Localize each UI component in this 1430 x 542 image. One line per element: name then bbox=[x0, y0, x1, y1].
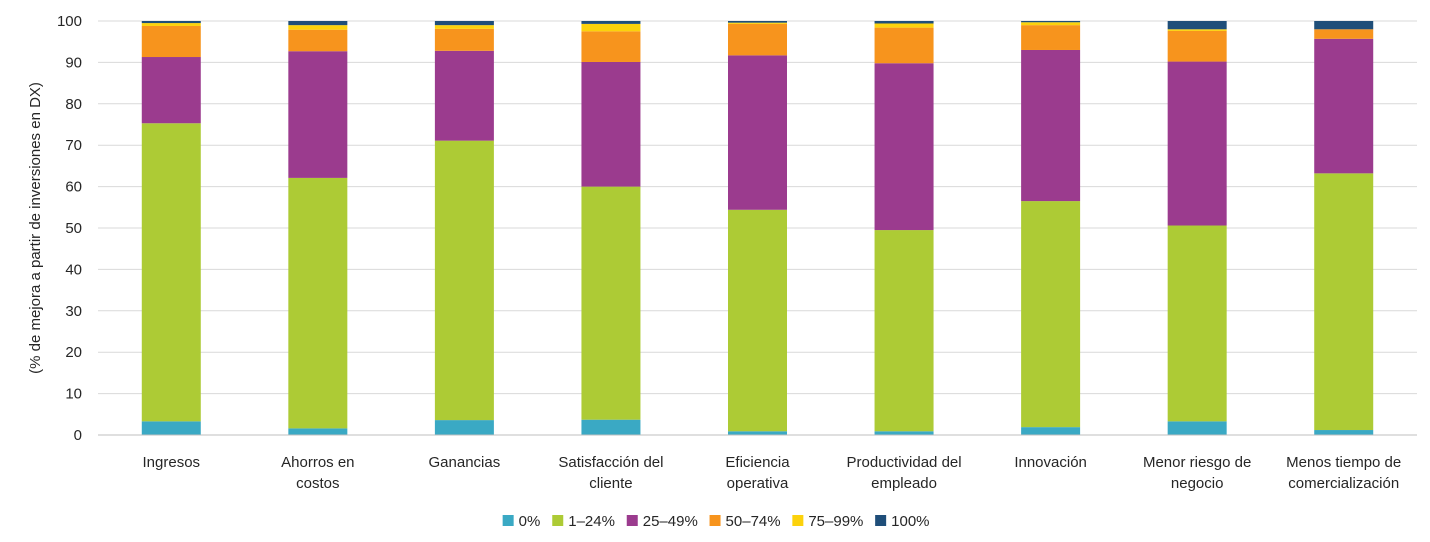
y-axis-label: (% de mejora a partir de inversiones en … bbox=[27, 82, 44, 374]
bar-segment-6 bbox=[1021, 21, 1081, 23]
bar-segment-2 bbox=[728, 209, 787, 432]
bar-segment-5 bbox=[874, 23, 934, 28]
bar-segment-3 bbox=[581, 61, 641, 187]
bar-segment-5 bbox=[288, 25, 348, 30]
x-category-label: cliente bbox=[589, 475, 632, 492]
x-category-label: operativa bbox=[727, 475, 789, 492]
bar-segment-4 bbox=[1021, 25, 1081, 50]
bar-segment-3 bbox=[728, 55, 787, 210]
x-category-label: negocio bbox=[1171, 475, 1224, 492]
bar-segment-6 bbox=[141, 21, 201, 24]
y-tick-label: 90 bbox=[65, 54, 82, 71]
bar-segment-4 bbox=[141, 25, 201, 58]
bar-segment-3 bbox=[1021, 49, 1081, 202]
legend-swatch bbox=[875, 515, 887, 526]
bar-segment-5 bbox=[434, 25, 494, 29]
bar-segment-3 bbox=[1314, 38, 1374, 174]
bar-segment-5 bbox=[581, 23, 641, 32]
legend-swatch bbox=[502, 515, 514, 526]
bar-segment-6 bbox=[874, 21, 934, 24]
legend-swatch bbox=[709, 515, 721, 526]
bar-segment-6 bbox=[728, 21, 787, 23]
legend-swatch bbox=[552, 515, 564, 526]
bar-segment-6 bbox=[581, 21, 641, 24]
y-tick-label: 0 bbox=[74, 427, 82, 444]
bar-segment-6 bbox=[1167, 21, 1227, 30]
bar-segment-2 bbox=[434, 140, 494, 421]
bar-segment-2 bbox=[1314, 173, 1374, 431]
y-tick-label: 40 bbox=[65, 261, 82, 278]
bar-segment-2 bbox=[1167, 225, 1227, 422]
bar-segment-3 bbox=[434, 50, 494, 141]
bar-segment-2 bbox=[141, 123, 201, 422]
bar-segment-6 bbox=[288, 21, 348, 26]
x-category-label: Menos tiempo de bbox=[1286, 454, 1401, 471]
y-tick-label: 100 bbox=[57, 13, 82, 30]
x-category-label: Ingresos bbox=[143, 454, 201, 471]
y-tick-label: 60 bbox=[65, 179, 82, 196]
legend-swatch bbox=[792, 515, 804, 526]
legend-label: 0% bbox=[519, 513, 541, 530]
bar-segment-4 bbox=[874, 27, 934, 64]
x-category-label: Ganancias bbox=[429, 454, 501, 471]
x-category-label: empleado bbox=[871, 475, 937, 492]
bar-segment-5 bbox=[1021, 22, 1081, 26]
y-tick-label: 20 bbox=[65, 344, 82, 361]
bar-segment-4 bbox=[581, 31, 641, 62]
legend-label: 1–24% bbox=[568, 513, 615, 530]
x-category-label: Innovación bbox=[1014, 454, 1087, 471]
bar-segment-4 bbox=[1314, 29, 1374, 39]
bar-segment-4 bbox=[288, 29, 348, 52]
y-tick-label: 30 bbox=[65, 303, 82, 320]
y-tick-label: 70 bbox=[65, 137, 82, 154]
bar-segment-2 bbox=[581, 186, 641, 420]
bar-segment-3 bbox=[874, 63, 934, 231]
bar-segment-1 bbox=[1314, 430, 1374, 435]
bar-segment-6 bbox=[434, 21, 494, 26]
legend-label: 25–49% bbox=[643, 513, 698, 530]
bar-segment-1 bbox=[874, 431, 934, 435]
x-category-label: Menor riesgo de bbox=[1143, 454, 1251, 471]
bar-segment-3 bbox=[1167, 61, 1227, 226]
bar-segment-4 bbox=[1167, 30, 1227, 62]
bar-segment-1 bbox=[581, 419, 641, 435]
x-category-label: Satisfacción del bbox=[558, 454, 663, 471]
bar-segment-4 bbox=[434, 28, 494, 51]
bar-segment-5 bbox=[1167, 29, 1227, 31]
x-category-label: comercialización bbox=[1288, 475, 1399, 492]
bar-segment-1 bbox=[728, 431, 787, 435]
x-category-label: Ahorros en bbox=[281, 454, 354, 471]
y-tick-label: 50 bbox=[65, 220, 82, 237]
legend-swatch bbox=[626, 515, 638, 526]
bar-segment-1 bbox=[141, 421, 201, 435]
bar-segment-3 bbox=[141, 57, 201, 124]
bar-segment-1 bbox=[288, 428, 348, 435]
bar-segment-1 bbox=[434, 420, 494, 435]
legend-label: 75–99% bbox=[808, 513, 863, 530]
y-tick-label: 10 bbox=[65, 386, 82, 403]
x-category-label: costos bbox=[296, 475, 339, 492]
legend-label: 50–74% bbox=[726, 513, 781, 530]
bar-segment-2 bbox=[1021, 201, 1081, 428]
bar-segment-3 bbox=[288, 51, 348, 178]
bar-segment-5 bbox=[728, 22, 787, 24]
bar-segment-2 bbox=[874, 230, 934, 432]
bar-segment-2 bbox=[288, 177, 348, 429]
y-tick-label: 80 bbox=[65, 96, 82, 113]
legend-label: 100% bbox=[891, 513, 929, 530]
bar-segment-1 bbox=[1021, 427, 1081, 435]
bar-segment-5 bbox=[141, 23, 201, 26]
bar-segment-1 bbox=[1167, 421, 1227, 435]
bar-segment-6 bbox=[1314, 21, 1374, 30]
x-category-label: Eficiencia bbox=[725, 454, 790, 471]
bar-segment-4 bbox=[728, 23, 787, 56]
x-category-label: Productividad del bbox=[847, 454, 962, 471]
